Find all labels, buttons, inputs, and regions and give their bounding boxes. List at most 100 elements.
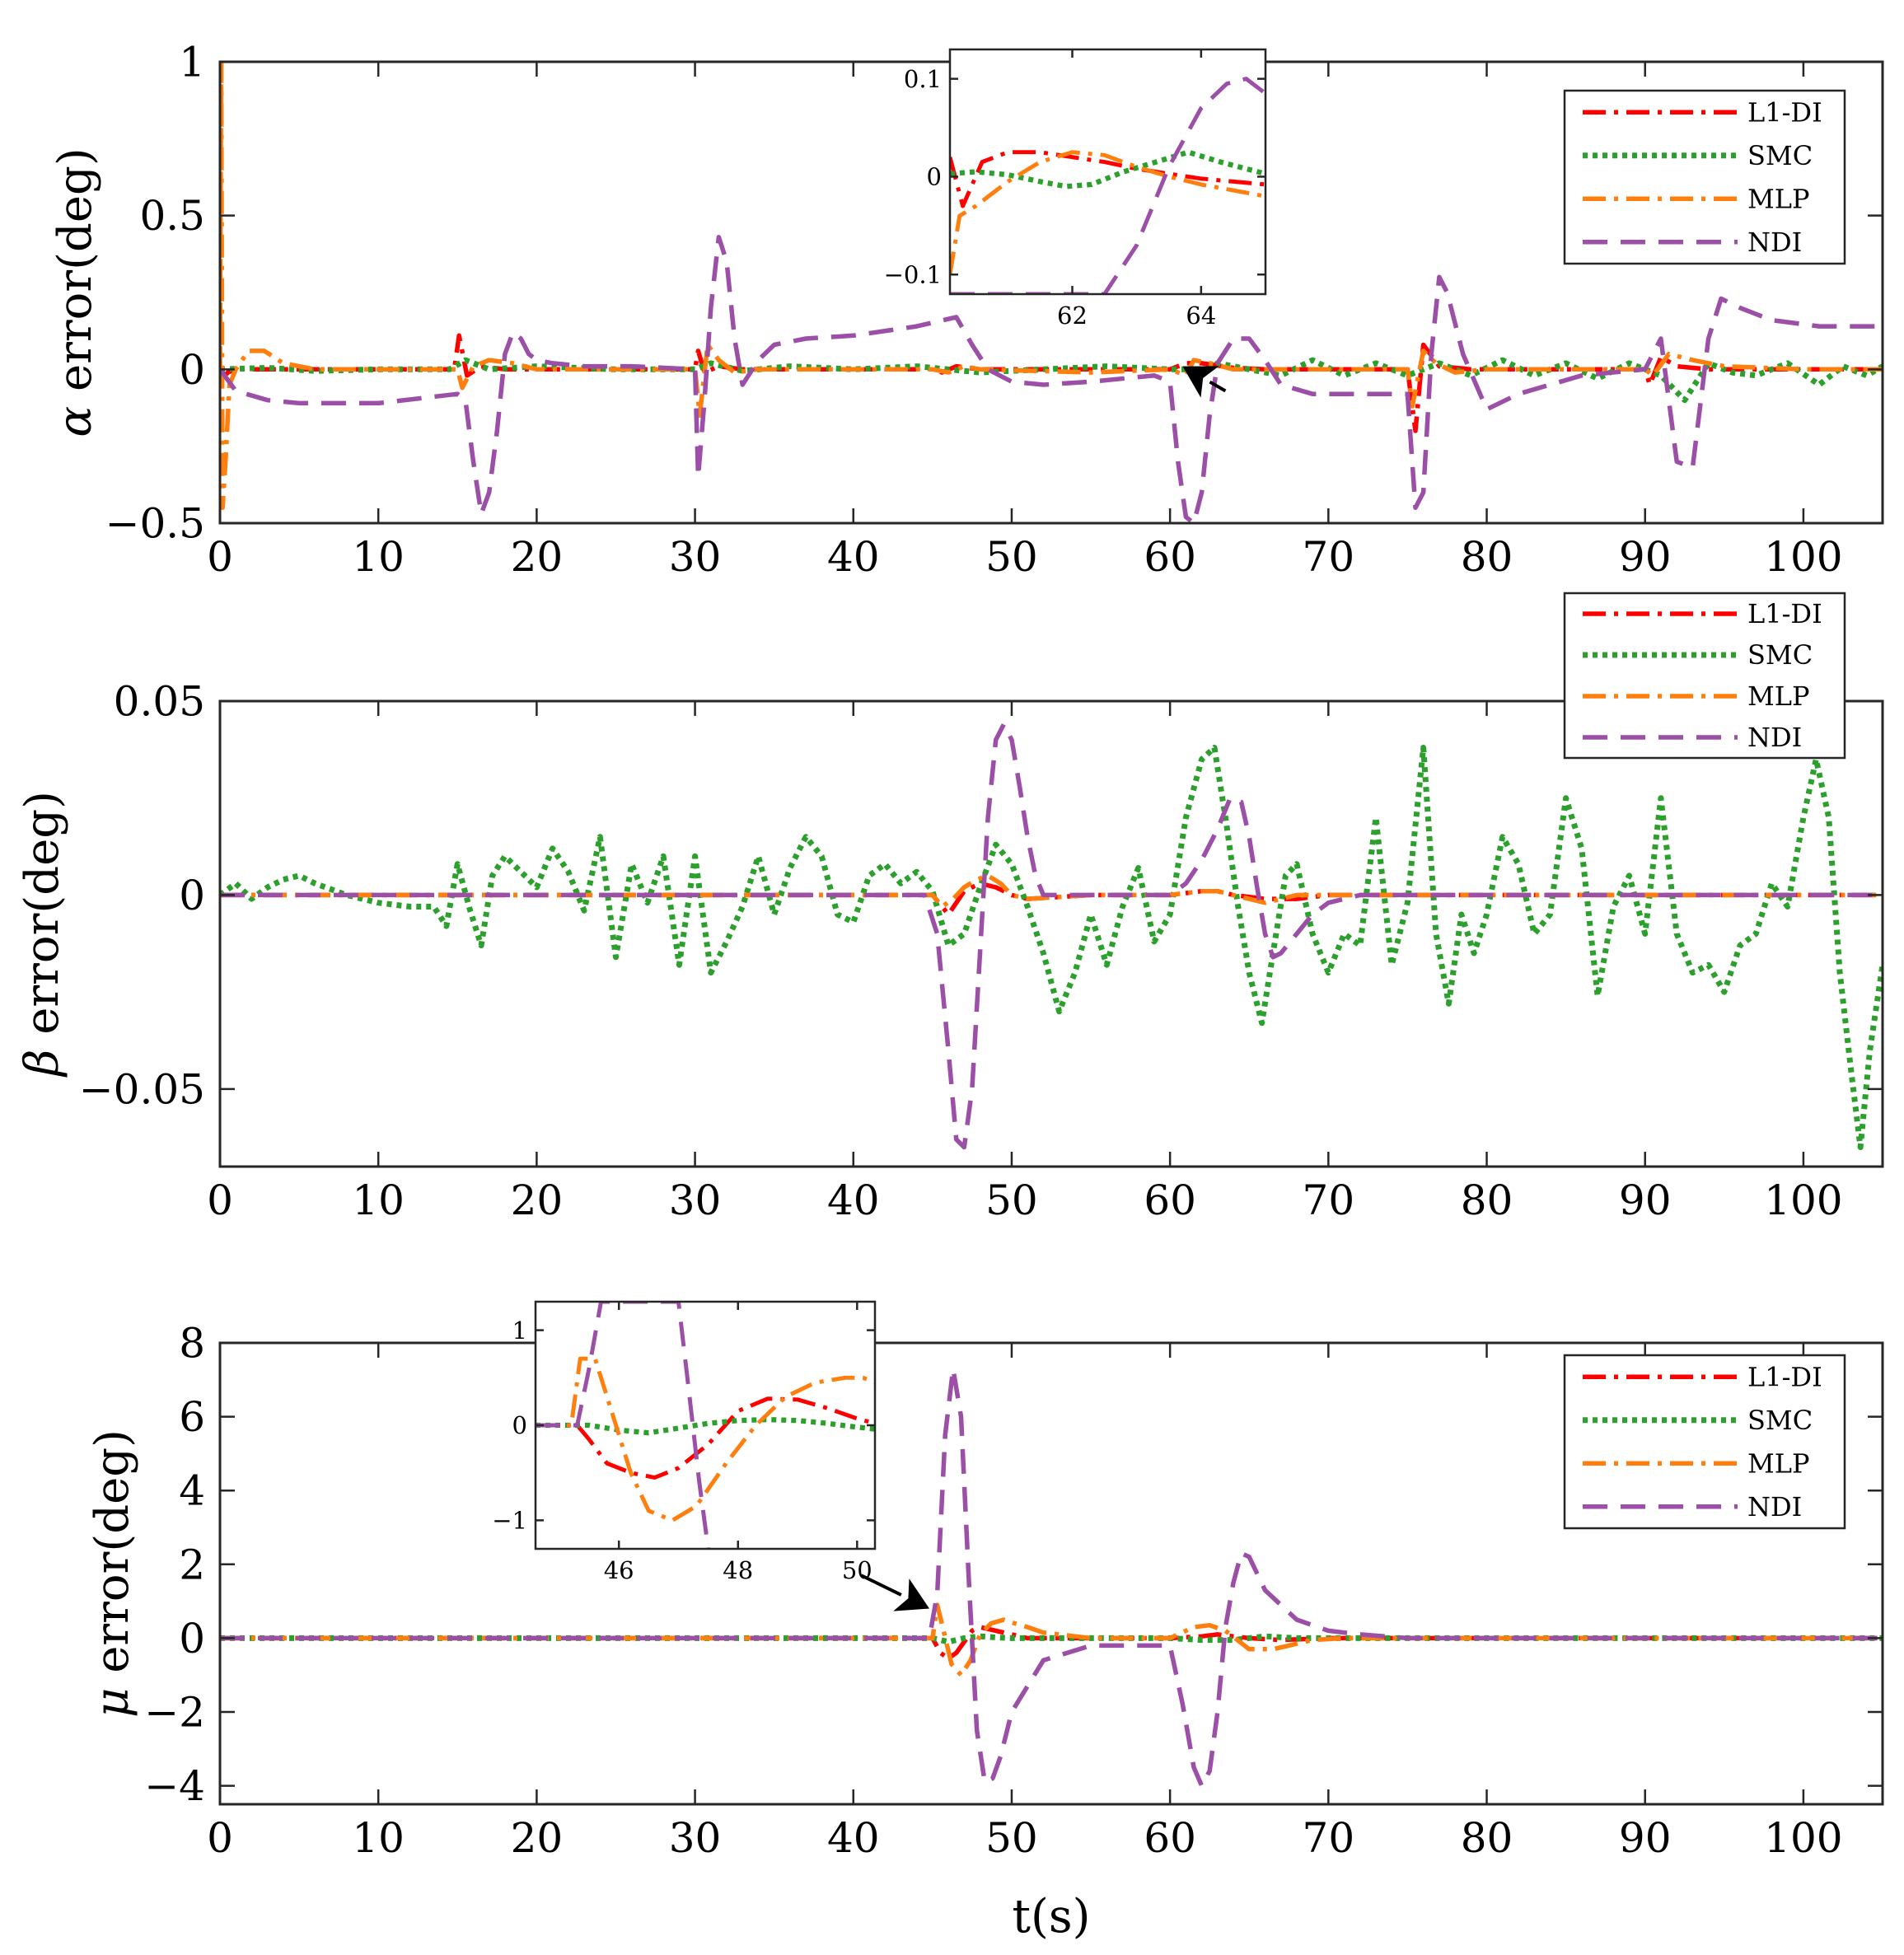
alpha-ytick-label: 0.5: [139, 192, 205, 240]
beta-ytick-label: 0: [179, 872, 205, 919]
alpha-inset-ytick-label: 0.1: [904, 65, 942, 93]
beta-legend-label: L1-DI: [1747, 598, 1822, 629]
beta-legend-box: [1563, 592, 1846, 760]
alpha-inset-ytick-label: 0: [927, 163, 942, 191]
alpha-ytick-label: 1: [179, 39, 205, 87]
mu-xtick-label: 20: [511, 1814, 564, 1862]
mu-inset-ytick-label: 1: [512, 1317, 527, 1345]
beta-series-group: [220, 722, 1883, 1150]
alpha-inset-series-smc: [950, 149, 1265, 189]
alpha-series-mlp: [220, 62, 1883, 511]
alpha-series-l1-di: [220, 333, 1883, 433]
beta-legend-label: MLP: [1747, 681, 1810, 712]
mu-ytick-label: 8: [179, 1320, 205, 1368]
alpha-xtick-label: 30: [669, 533, 722, 581]
beta-series-ndi: [220, 722, 1883, 1150]
mu-xtick-label: 30: [669, 1814, 722, 1862]
mu-inset-ytick-label: 0: [512, 1411, 527, 1439]
alpha-xtick-label: 0: [207, 533, 233, 581]
beta-xtick-label: 40: [827, 1176, 880, 1224]
alpha-ylabel-symbol: α: [49, 406, 102, 437]
panel-alpha: 0 10 20 30 40 50 60 70 80 90 100−0.500.51 α error(…: [49, 39, 1884, 581]
alpha-ylabel-text: error(deg): [49, 147, 102, 406]
alpha-xtick-label: 10: [352, 533, 405, 581]
alpha-legend-box: [1563, 89, 1846, 265]
mu-xtick-label: 90: [1619, 1814, 1672, 1862]
mu-inset-xtick-label: 48: [723, 1556, 753, 1584]
alpha-xtick-label: 90: [1619, 533, 1672, 581]
mu-arrow-head: [893, 1578, 930, 1611]
alpha-ytick-label: −0.5: [105, 500, 205, 548]
beta-xtick-label: 50: [985, 1176, 1038, 1224]
alpha-series-smc: [220, 357, 1883, 404]
alpha-xtick-label: 100: [1764, 533, 1842, 581]
alpha-legend-label: L1-DI: [1747, 96, 1822, 128]
alpha-inset-series-mlp: [950, 150, 1265, 275]
alpha-xtick-label: 40: [827, 533, 880, 581]
mu-ytick-label: 0: [179, 1615, 205, 1663]
alpha-ylabel: α error(deg): [49, 147, 102, 437]
beta-xtick-label: 70: [1303, 1176, 1355, 1224]
panel-beta: 0 10 20 30 40 50 60 70 80 90 100 −0.05 0 0.05 β error…: [16, 592, 1884, 1224]
mu-series-mlp: [220, 1602, 1883, 1677]
alpha-ticks: 0 10 20 30 40 50 60 70 80 90 100−0.500.51: [105, 39, 1883, 581]
mu-series-l1-di: [220, 1625, 1883, 1661]
mu-ytick-label: −4: [144, 1762, 205, 1810]
mu-series-ndi: [220, 1366, 1883, 1789]
mu-legend-label: SMC: [1747, 1405, 1813, 1436]
alpha-arrow: [1182, 366, 1227, 398]
mu-inset-series-mlp: [536, 1356, 875, 1522]
beta-legend-label: SMC: [1747, 639, 1813, 671]
alpha-xtick-label: 60: [1144, 533, 1196, 581]
mu-inset-xtick-label: 46: [604, 1556, 634, 1584]
alpha-legend-label: MLP: [1747, 183, 1810, 214]
alpha-inset-xtick-label: 62: [1057, 302, 1088, 330]
alpha-arrow-shaft: [1209, 380, 1227, 393]
mu-legend-label: L1-DI: [1747, 1361, 1822, 1392]
beta-axes-frame: [218, 699, 1884, 1168]
alpha-xtick-label: 50: [985, 533, 1038, 581]
alpha-inset-ticks: 62 64 −0.1 0 0.1: [884, 49, 1265, 330]
beta-xtick-label: 20: [511, 1176, 564, 1224]
mu-legend: L1-DI SMC MLP NDI: [1563, 1354, 1846, 1530]
alpha-xtick-label: 70: [1303, 533, 1355, 581]
alpha-inset: 62 64 −0.1 0 0.1: [884, 48, 1267, 330]
mu-ytick-label: 2: [179, 1541, 205, 1588]
mu-xtick-label: 70: [1303, 1814, 1355, 1862]
beta-ytick-label: −0.05: [79, 1065, 205, 1113]
alpha-series-group: [220, 62, 1883, 523]
beta-legend-label: NDI: [1747, 722, 1802, 753]
beta-xtick-label: 80: [1461, 1176, 1513, 1224]
mu-arrow: [860, 1574, 930, 1611]
alpha-inset-series-l1-di: [950, 150, 1265, 208]
beta-xtick-label: 90: [1619, 1176, 1672, 1224]
mu-legend-box: [1563, 1354, 1846, 1530]
mu-inset-series-group: [536, 1302, 875, 1549]
mu-legend-label: MLP: [1747, 1448, 1810, 1479]
alpha-inset-xtick-label: 64: [1186, 302, 1216, 330]
beta-ytick-label: 0.05: [114, 678, 205, 726]
alpha-inset-background: [950, 49, 1265, 294]
mu-series-group: [220, 1366, 1883, 1789]
beta-ylabel-symbol: β: [16, 1050, 69, 1078]
mu-inset-series-l1-di: [536, 1396, 875, 1480]
mu-ylabel-text: error(deg): [86, 1429, 139, 1688]
beta-legend: L1-DI SMC MLP NDI: [1563, 592, 1846, 760]
alpha-xtick-label: 20: [511, 533, 564, 581]
mu-ylabel-symbol: μ: [86, 1688, 139, 1718]
mu-inset-ytick-label: −1: [492, 1507, 527, 1535]
alpha-inset-frame: [948, 48, 1267, 296]
mu-axes-frame: [218, 1341, 1884, 1806]
beta-xtick-label: 100: [1764, 1176, 1842, 1224]
alpha-arrow-head: [1182, 366, 1219, 398]
beta-ylabel-text: error(deg): [16, 791, 69, 1050]
beta-xtick-label: 10: [352, 1176, 405, 1224]
mu-ytick-label: −2: [144, 1689, 205, 1737]
mu-inset-series-ndi: [536, 1302, 711, 1549]
alpha-legend: L1-DI SMC MLP NDI: [1563, 89, 1846, 265]
alpha-inset-ytick-label: −0.1: [884, 260, 942, 288]
mu-xtick-label: 100: [1764, 1814, 1842, 1862]
alpha-xtick-label: 80: [1461, 533, 1513, 581]
beta-series-smc: [220, 745, 1883, 1150]
